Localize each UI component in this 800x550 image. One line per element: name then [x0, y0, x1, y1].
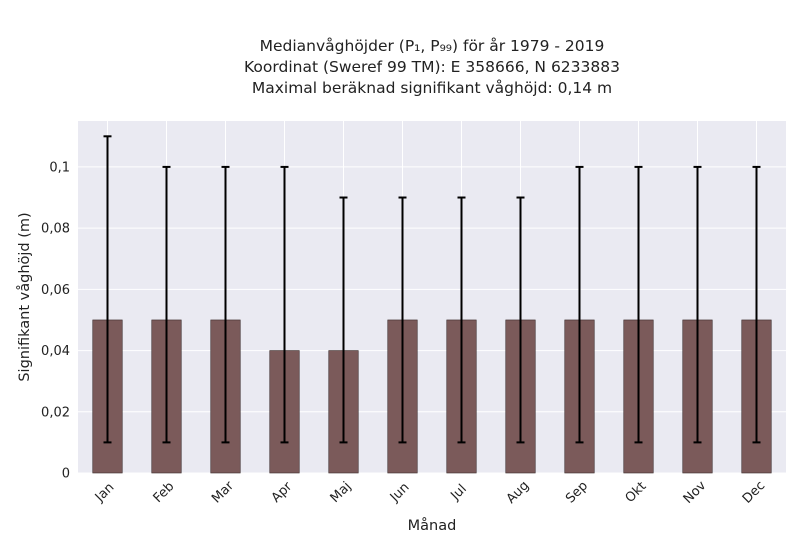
- x-tick-label-dec: Dec: [740, 478, 768, 506]
- x-tick-label-okt: Okt: [623, 479, 650, 506]
- x-tick-label-sep: Sep: [563, 479, 591, 507]
- x-axis-label: Månad: [408, 517, 457, 534]
- error-bar-aug: [516, 196, 525, 444]
- error-bars: [103, 135, 761, 444]
- error-bar-mar: [221, 165, 230, 444]
- error-bar-feb: [162, 165, 171, 444]
- error-bar-sep: [575, 165, 584, 444]
- y-tick-label-0: 0: [62, 467, 70, 482]
- x-tick-label-aug: Aug: [504, 478, 533, 507]
- y-tick-label-2: 0,04: [41, 344, 70, 359]
- y-axis-ticks: 0 0,02 0,04 0,06 0,08 0,1: [41, 160, 70, 481]
- x-tick-label-maj: Maj: [328, 479, 355, 506]
- y-tick-label-3: 0,06: [41, 283, 70, 298]
- x-axis-ticks: Jan Feb Mar Apr Maj Jun Jul Aug Sep Okt Nov Dec: [92, 478, 768, 507]
- error-bar-apr: [280, 165, 289, 444]
- title-line-3: Maximal beräknad signifikant våghöjd: 0,…: [252, 79, 612, 97]
- x-tick-label-jun: Jun: [387, 480, 413, 506]
- error-bar-jan: [103, 135, 112, 444]
- y-axis-label: Signifikant våghöjd (m): [16, 212, 33, 381]
- x-tick-label-jan: Jan: [92, 480, 117, 505]
- error-bar-jun: [398, 196, 407, 444]
- error-bar-maj: [339, 196, 348, 444]
- y-tick-label-4: 0,08: [41, 222, 70, 237]
- x-tick-label-mar: Mar: [209, 478, 237, 506]
- error-bar-jul: [457, 196, 466, 444]
- y-tick-label-5: 0,1: [49, 160, 70, 175]
- error-bar-dec: [752, 165, 761, 444]
- title-line-2: Koordinat (Sweref 99 TM): E 358666, N 62…: [244, 58, 620, 76]
- x-tick-label-jul: Jul: [447, 482, 469, 504]
- x-tick-label-feb: Feb: [151, 479, 178, 506]
- title-line-1: Medianvåghöjder (P₁, P₉₉) för år 1979 - …: [260, 37, 605, 55]
- plot-background: [78, 121, 786, 473]
- error-bar-okt: [634, 165, 643, 444]
- chart-title: Medianvåghöjder (P₁, P₉₉) för år 1979 - …: [244, 37, 620, 97]
- error-bar-nov: [693, 165, 702, 444]
- x-tick-label-nov: Nov: [681, 478, 710, 507]
- y-tick-label-1: 0,02: [41, 405, 70, 420]
- x-tick-label-apr: Apr: [269, 479, 296, 506]
